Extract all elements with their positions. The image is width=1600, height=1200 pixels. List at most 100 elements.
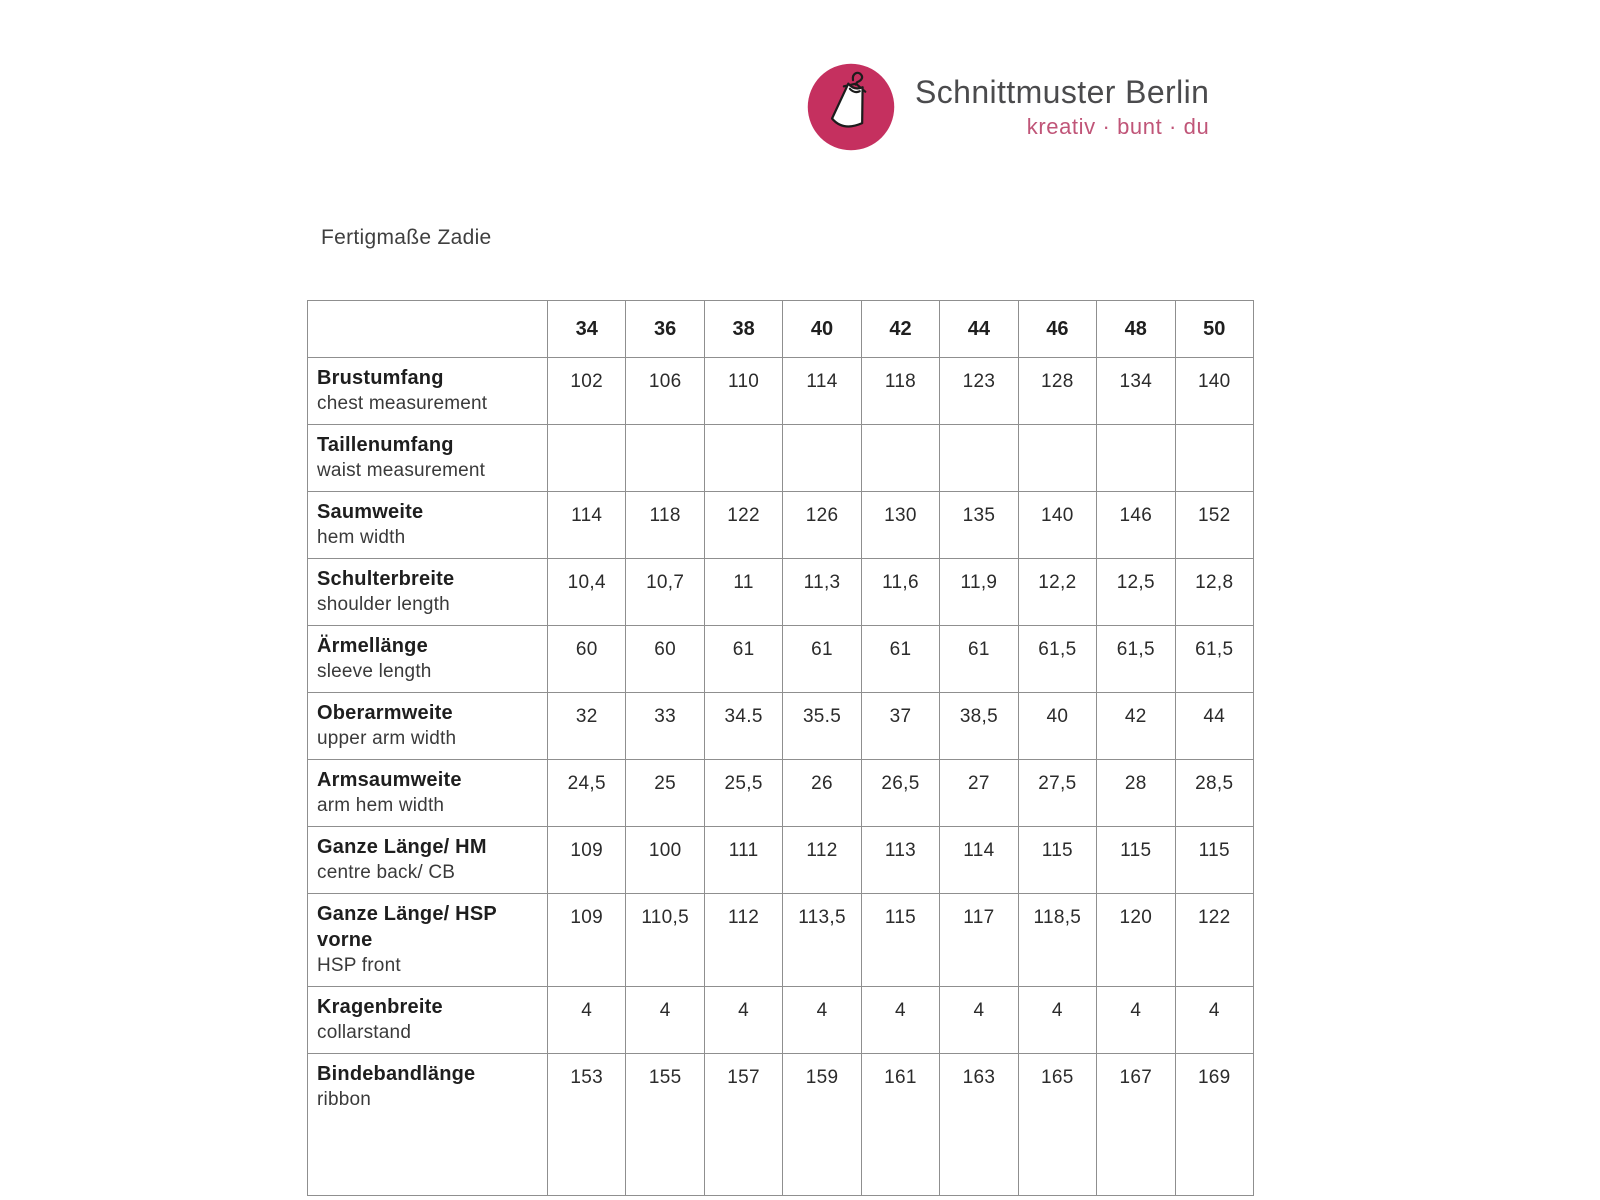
- value-cell: 61: [703, 625, 784, 693]
- value-cell: 25: [625, 759, 705, 827]
- size-header-36: 36: [625, 300, 705, 358]
- measurement-label-de: Ärmellänge: [317, 635, 428, 657]
- value-cell: 115: [860, 893, 941, 987]
- value-cell: 117: [939, 893, 1019, 987]
- size-header-40: 40: [782, 300, 862, 358]
- value-cell: 12,5: [1096, 558, 1176, 626]
- brand-tagline: kreativ · bunt · du: [1026, 113, 1210, 139]
- measurement-label-de: Taillenumfang: [317, 434, 454, 456]
- measurement-label-cell: Ganze Länge/ HM centre back/ CB: [307, 826, 548, 894]
- value-cell: 153: [546, 1053, 627, 1196]
- value-cell: [782, 424, 862, 492]
- value-cell: 140: [1174, 357, 1254, 425]
- measurement-label-cell: Taillenumfang waist measurement: [307, 424, 548, 492]
- value-cell: 113: [860, 826, 941, 894]
- value-cell: 4: [1096, 986, 1176, 1054]
- measurement-label-de: Saumweite: [317, 501, 424, 523]
- measurement-label-en: ribbon: [317, 1089, 372, 1110]
- value-cell: [1096, 424, 1176, 492]
- measurement-label-de: Oberarmweite: [317, 702, 453, 724]
- measurement-label-cell: Kragenbreite collarstand: [307, 986, 548, 1054]
- size-header-46: 46: [1017, 300, 1098, 358]
- value-cell: 111: [703, 826, 784, 894]
- size-header-34: 34: [546, 300, 627, 358]
- value-cell: 61: [939, 625, 1019, 693]
- value-cell: 4: [625, 986, 705, 1054]
- value-cell: [703, 424, 784, 492]
- table-row: Bindebandlänge ribbon 153 155 157 159 161 163 16…: [307, 1053, 1254, 1196]
- value-cell: 114: [546, 491, 627, 559]
- value-cell: 26: [782, 759, 862, 827]
- measurement-label-cell: Bindebandlänge ribbon: [307, 1053, 548, 1196]
- size-header-44: 44: [939, 300, 1019, 358]
- measurement-label-de: Schulterbreite: [317, 568, 455, 590]
- value-cell: 110: [703, 357, 784, 425]
- measurement-label-cell: Oberarmweite upper arm width: [307, 692, 548, 760]
- table-row: Schulterbreite shoulder length 10,4 10,7 11 1…: [307, 558, 1254, 626]
- value-cell: 12,8: [1174, 558, 1254, 626]
- measurement-label-de: Ganze Länge/ HSP vorne: [317, 903, 497, 951]
- value-cell: 115: [1096, 826, 1176, 894]
- value-cell: 155: [625, 1053, 705, 1196]
- table-row: Oberarmweite upper arm width 32 33 34.5 35.5 3…: [307, 692, 1254, 760]
- table-row: Ganze Länge/ HM centre back/ CB 109 100 111 1…: [307, 826, 1254, 894]
- value-cell: 126: [782, 491, 862, 559]
- value-cell: 146: [1096, 491, 1176, 559]
- value-cell: 114: [939, 826, 1019, 894]
- value-cell: 34.5: [703, 692, 784, 760]
- value-cell: 61,5: [1174, 625, 1254, 693]
- measurement-label-cell: Saumweite hem width: [307, 491, 548, 559]
- size-table: 34 36 38 40 42 44 46 48 50 Brustumfang chest meas…: [307, 300, 1254, 1196]
- measurement-label-en: arm hem width: [317, 795, 445, 816]
- value-cell: 161: [860, 1053, 941, 1196]
- value-cell: 152: [1174, 491, 1254, 559]
- value-cell: [939, 424, 1019, 492]
- value-cell: 128: [1017, 357, 1098, 425]
- value-cell: 4: [546, 986, 627, 1054]
- brand-logo: [805, 61, 897, 153]
- table-row: Armsaumweite arm hem width 24,5 25 25,5 26 26,…: [307, 759, 1254, 827]
- value-cell: 118: [860, 357, 941, 425]
- measurement-label-cell: Schulterbreite shoulder length: [307, 558, 548, 626]
- value-cell: 4: [860, 986, 941, 1054]
- value-cell: 42: [1096, 692, 1176, 760]
- value-cell: [625, 424, 705, 492]
- corner-cell: [307, 300, 548, 358]
- value-cell: 26,5: [860, 759, 941, 827]
- value-cell: 10,7: [625, 558, 705, 626]
- measurement-label-en: centre back/ CB: [317, 862, 456, 883]
- size-header-row: 34 36 38 40 42 44 46 48 50: [307, 300, 1254, 358]
- measurement-label-cell: Ärmellänge sleeve length: [307, 625, 548, 693]
- value-cell: 61: [782, 625, 862, 693]
- value-cell: 38,5: [939, 692, 1019, 760]
- value-cell: [1017, 424, 1098, 492]
- value-cell: 122: [703, 491, 784, 559]
- measurement-label-en: chest measurement: [317, 393, 488, 414]
- value-cell: 130: [860, 491, 941, 559]
- table-row: Taillenumfang waist measurement: [307, 424, 1254, 492]
- value-cell: 157: [703, 1053, 784, 1196]
- size-header-42: 42: [860, 300, 941, 358]
- value-cell: 120: [1096, 893, 1176, 987]
- measurement-label-en: HSP front: [317, 955, 401, 976]
- value-cell: 28: [1096, 759, 1176, 827]
- value-cell: 159: [782, 1053, 862, 1196]
- value-cell: 44: [1174, 692, 1254, 760]
- value-cell: 61,5: [1017, 625, 1098, 693]
- value-cell: 122: [1174, 893, 1254, 987]
- value-cell: 102: [546, 357, 627, 425]
- value-cell: 12,2: [1017, 558, 1098, 626]
- value-cell: 113,5: [782, 893, 862, 987]
- value-cell: 106: [625, 357, 705, 425]
- value-cell: [1174, 424, 1254, 492]
- value-cell: 4: [703, 986, 784, 1054]
- value-cell: 112: [703, 893, 784, 987]
- value-cell: 11,6: [860, 558, 941, 626]
- value-cell: 135: [939, 491, 1019, 559]
- measurement-label-en: hem width: [317, 527, 406, 548]
- table-row: Brustumfang chest measurement 102 106 110 114…: [307, 357, 1254, 425]
- value-cell: [860, 424, 941, 492]
- value-cell: 24,5: [546, 759, 627, 827]
- value-cell: 4: [1017, 986, 1098, 1054]
